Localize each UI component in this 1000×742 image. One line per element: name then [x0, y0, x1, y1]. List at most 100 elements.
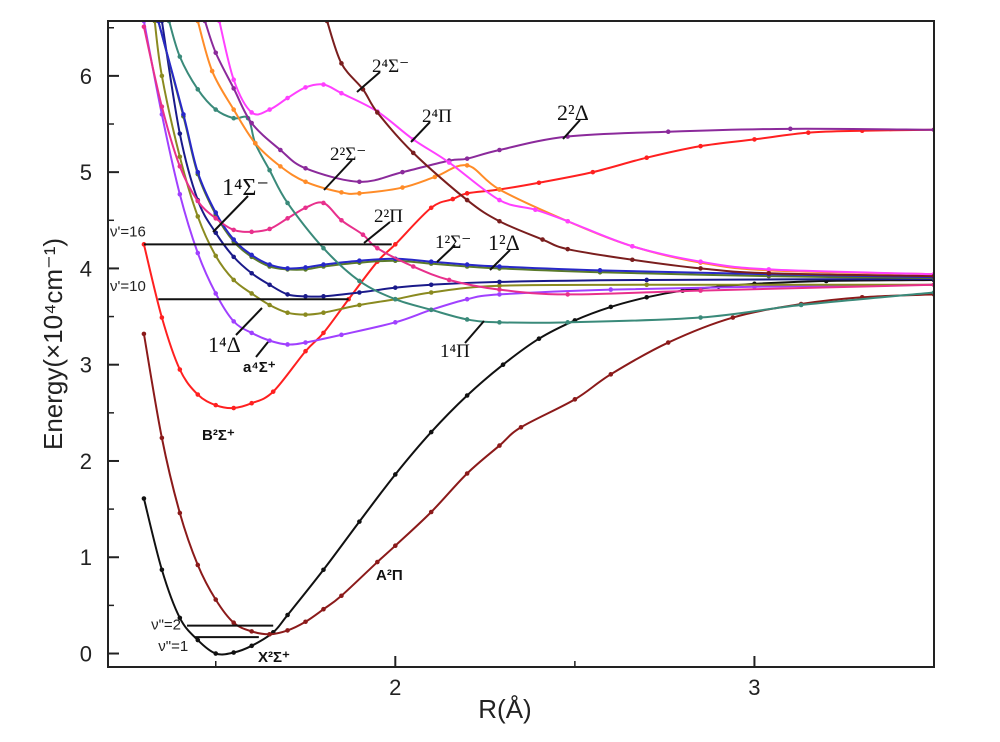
- series-9: [166, 21, 934, 325]
- y-axis-title: Energy(×10⁴cm⁻¹): [38, 238, 68, 450]
- plot-frame: [107, 20, 935, 668]
- series-12: [217, 21, 934, 277]
- series-1: [141, 292, 934, 637]
- data-point: [428, 290, 434, 295]
- data-point: [357, 191, 362, 196]
- data-point: [536, 336, 542, 342]
- data-point: [278, 164, 283, 169]
- data-point: [536, 180, 542, 186]
- data-point: [213, 402, 219, 408]
- label-2-4-sigma-minus: 2⁴Σ⁻: [372, 56, 409, 77]
- label-a-4-sigma-plus: a⁴Σ⁺: [243, 359, 276, 376]
- series-13: [324, 21, 934, 279]
- data-point: [285, 612, 290, 618]
- label-1-4-delta: 1⁴Δ: [208, 332, 241, 357]
- data-point: [698, 315, 703, 320]
- data-point: [231, 227, 236, 233]
- series-10: [195, 21, 934, 277]
- x-axis-title: R(Å): [478, 694, 531, 724]
- data-point: [252, 140, 258, 146]
- data-point: [213, 597, 219, 602]
- data-point: [285, 216, 290, 221]
- data-point: [321, 606, 326, 612]
- data-point: [497, 443, 502, 448]
- data-point: [321, 82, 326, 87]
- y-tick-label: 3: [80, 353, 92, 378]
- data-point: [630, 243, 635, 249]
- data-point: [339, 61, 344, 66]
- data-point: [357, 179, 362, 185]
- data-point: [698, 143, 703, 149]
- data-point: [446, 277, 452, 283]
- series-line: [157, 21, 934, 279]
- data-point: [698, 266, 703, 271]
- data-point: [267, 107, 272, 112]
- label-1-2-sigma-minus: 1²Σ⁻: [435, 232, 471, 253]
- series-line: [160, 21, 934, 298]
- y-tick-label: 6: [80, 64, 92, 89]
- series-11: [202, 21, 934, 185]
- data-point: [231, 620, 236, 626]
- data-point: [410, 264, 416, 269]
- data-point: [428, 509, 434, 515]
- data-point: [565, 218, 570, 224]
- data-point: [213, 291, 219, 296]
- data-point: [357, 519, 362, 524]
- data-point: [464, 156, 470, 161]
- data-point: [141, 24, 147, 30]
- data-point: [428, 205, 434, 211]
- data-point: [393, 543, 398, 548]
- data-point: [321, 294, 326, 299]
- data-point: [141, 331, 147, 337]
- data-point: [428, 259, 434, 264]
- data-point: [428, 429, 434, 435]
- label-x-2-sigma-plus: X²Σ⁺: [258, 649, 290, 666]
- data-point: [375, 559, 380, 565]
- data-point: [303, 348, 308, 354]
- data-point: [644, 277, 649, 283]
- data-point: [231, 86, 236, 91]
- data-point: [231, 237, 236, 242]
- series-line: [326, 21, 934, 278]
- data-point: [565, 320, 570, 325]
- label-b-2-sigma-plus: B²Σ⁺: [202, 427, 235, 444]
- data-point: [428, 307, 434, 313]
- data-point: [177, 154, 183, 160]
- series-line: [157, 21, 934, 280]
- data-point: [141, 496, 147, 501]
- data-point: [213, 210, 219, 215]
- vibrational-levels: ν'=16 ν'=10 ν"=2 ν"=1: [110, 223, 392, 655]
- series-8: [141, 24, 934, 297]
- data-point: [195, 214, 201, 219]
- data-point: [159, 435, 165, 441]
- data-point: [249, 330, 254, 336]
- data-point: [159, 73, 165, 79]
- data-point: [303, 205, 308, 211]
- label-2-4-pi: 2⁴Π: [422, 106, 452, 127]
- data-point: [249, 229, 254, 235]
- data-point: [177, 191, 183, 197]
- data-point: [608, 372, 614, 377]
- data-point: [195, 392, 201, 397]
- state-labels: [212, 71, 581, 358]
- data-point: [195, 87, 201, 92]
- data-point: [321, 245, 326, 251]
- data-point: [303, 265, 308, 270]
- data-point: [806, 130, 811, 135]
- data-point: [231, 277, 236, 283]
- data-point: [497, 279, 502, 285]
- data-point: [177, 54, 183, 59]
- data-point: [788, 126, 793, 132]
- data-point: [249, 643, 254, 649]
- data-point: [249, 110, 254, 115]
- vibrational-level-label: ν'=16: [110, 223, 146, 240]
- data-point: [798, 302, 804, 308]
- y-tick-label: 1: [80, 545, 92, 570]
- data-point: [644, 282, 649, 288]
- data-point: [497, 218, 502, 224]
- data-point: [644, 155, 649, 161]
- data-point: [195, 562, 201, 568]
- data-point: [285, 95, 290, 101]
- data-point: [267, 338, 272, 343]
